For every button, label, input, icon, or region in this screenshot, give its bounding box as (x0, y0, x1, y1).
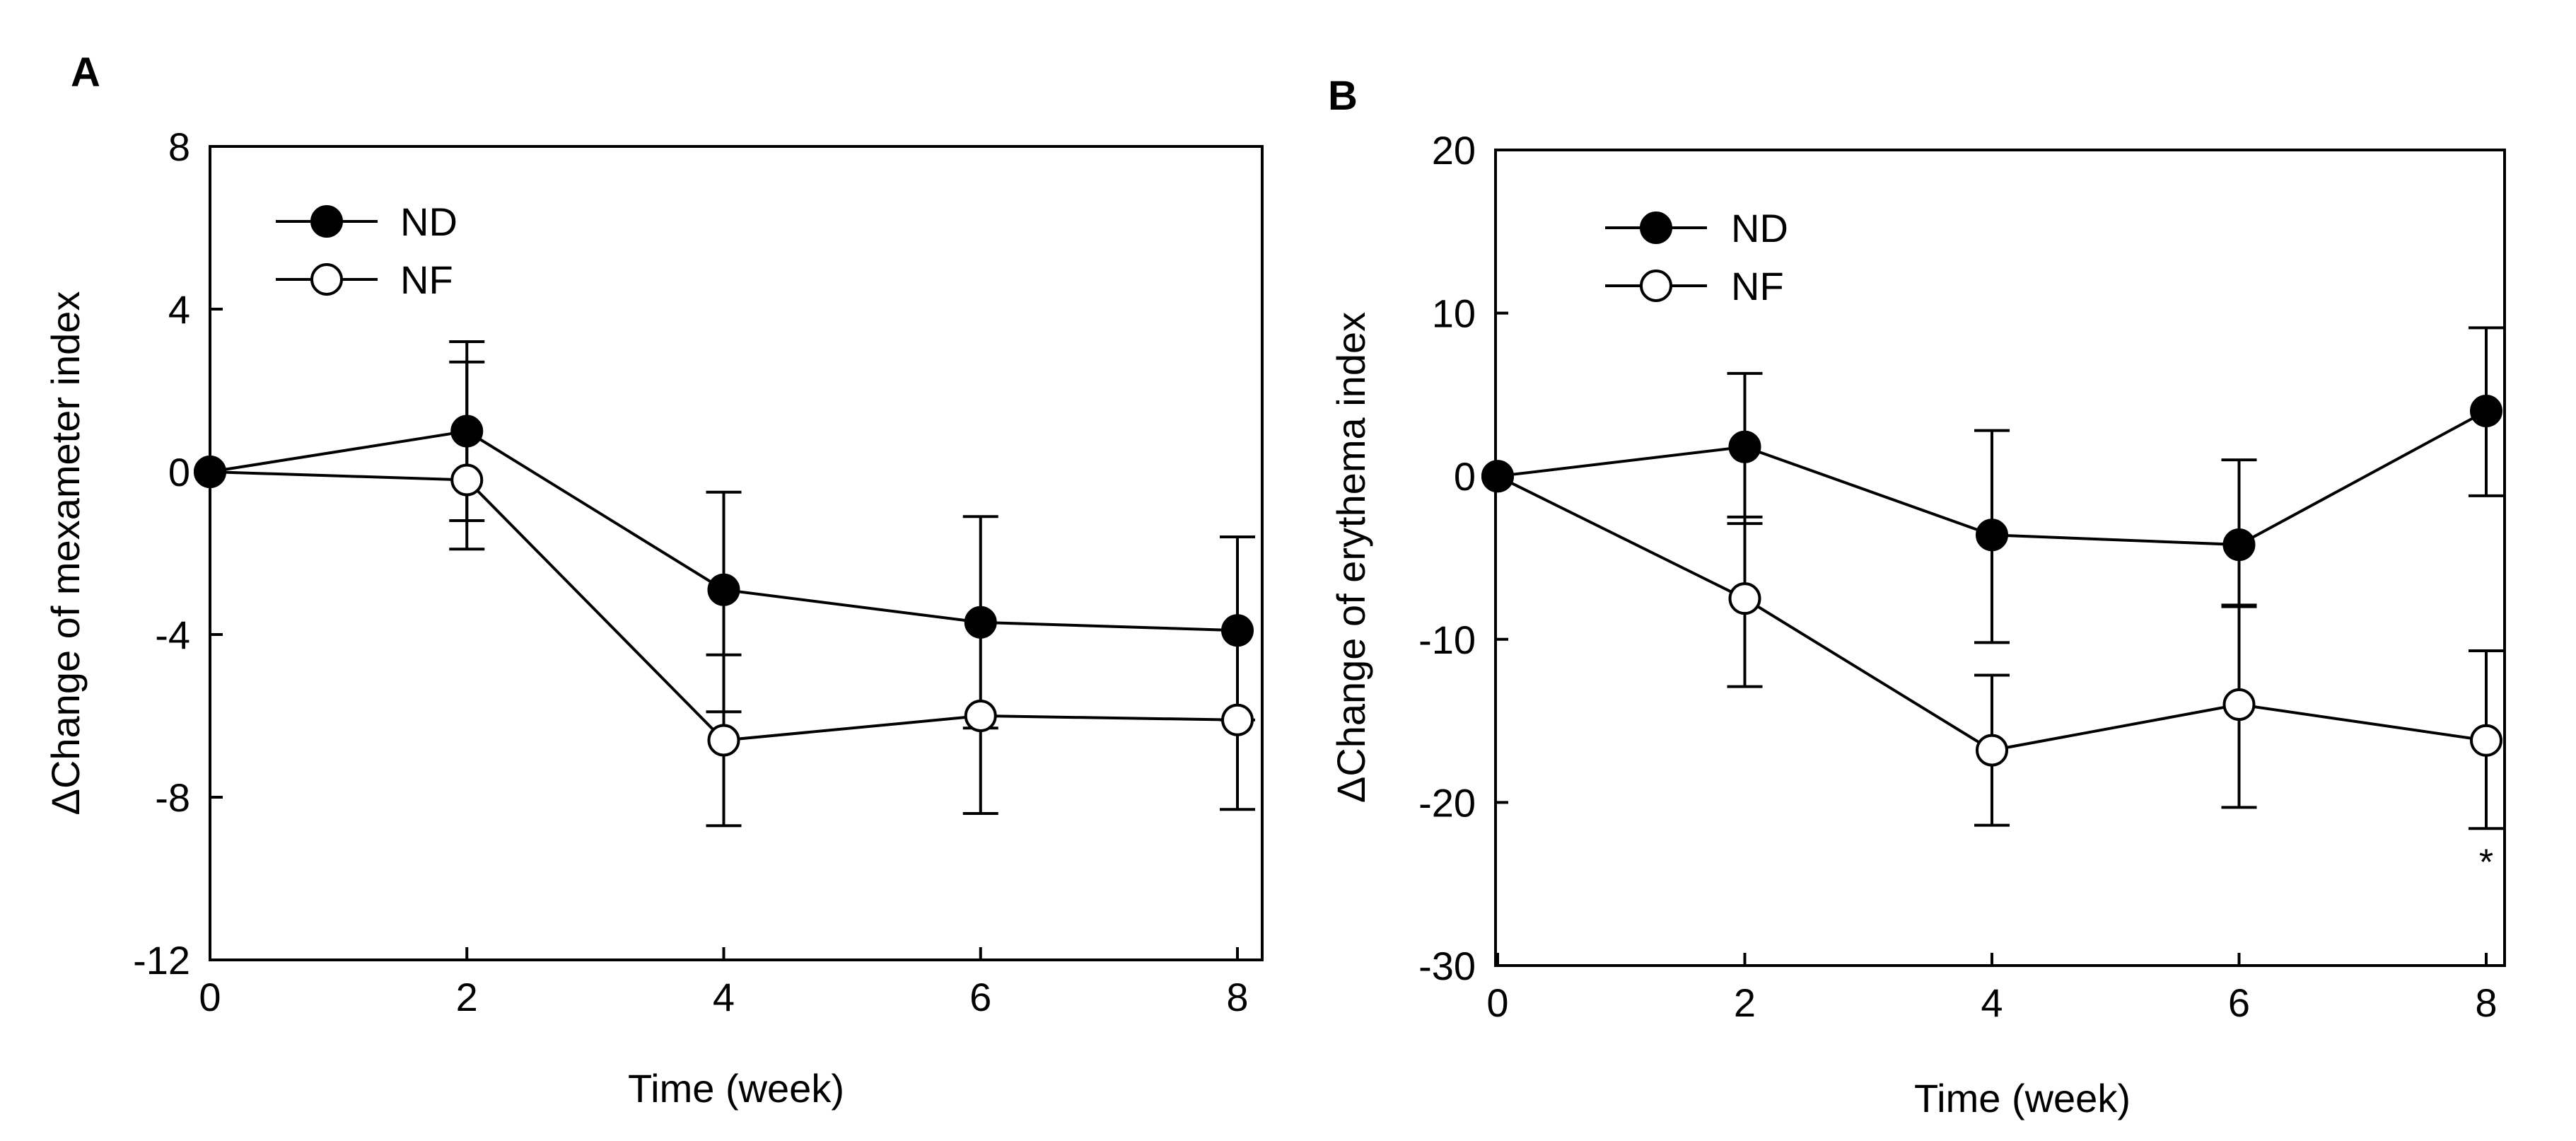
data-point-nf (1976, 734, 2008, 767)
panel-a: A 0 2 4 6 8 8 4 0 -4 -8 -12 Time (week) ΔChange o… (43, 50, 1264, 1111)
y-tick-label: 0 (168, 450, 190, 494)
y-tick-label: 10 (1432, 291, 1476, 336)
y-axis-ticks: 8 4 0 -4 -8 -12 (133, 124, 223, 983)
significance-asterisk: * (2479, 842, 2493, 883)
legend-item-nf: NF (276, 257, 453, 302)
legend-label-nd: ND (1731, 206, 1788, 250)
legend: ND NF (1605, 206, 1788, 308)
legend-label-nd: ND (400, 199, 457, 244)
panel-label: A (71, 50, 100, 95)
x-tick-label: 8 (1226, 975, 1248, 1019)
data-point-nd (964, 606, 997, 639)
data-point-nd (194, 456, 226, 488)
data-point-nf (964, 700, 997, 732)
x-tick-label: 2 (1734, 980, 1756, 1025)
y-tick-label: -4 (155, 613, 190, 657)
y-tick-label: 20 (1432, 128, 1476, 173)
data-point-nf (2470, 724, 2502, 757)
plot-frame (1494, 149, 2506, 967)
x-tick-label: 6 (2228, 980, 2250, 1025)
y-tick-label: -20 (1418, 780, 1476, 825)
y-tick-label: -8 (155, 775, 190, 820)
y-tick-label: 4 (168, 287, 190, 332)
x-axis-ticks: 0 2 4 6 8 (1486, 953, 2498, 1025)
data-point-nd (2470, 394, 2502, 427)
x-tick-label: 0 (199, 975, 221, 1019)
y-tick-label: 0 (1454, 454, 1476, 499)
data-point-nd (1221, 614, 1254, 647)
panel-b: B 0 2 4 6 8 20 10 0 -10 -20 -30 Time (week) ΔChan… (1328, 73, 2506, 1120)
x-tick-label: 2 (456, 975, 478, 1019)
data-point-nd (450, 415, 484, 448)
y-axis-ticks: 20 10 0 -10 -20 -30 (1418, 128, 1508, 988)
data-marks (194, 340, 1255, 828)
legend-marker-nd (1640, 212, 1672, 244)
y-tick-label: -10 (1418, 618, 1476, 662)
data-marks (1481, 326, 2504, 830)
data-point-nf (1221, 703, 1254, 736)
legend-label-nf: NF (1731, 264, 1784, 308)
plot-frame (209, 145, 1264, 961)
x-tick-label: 4 (713, 975, 735, 1019)
x-axis-label: Time (week) (1914, 1076, 2131, 1120)
legend-marker-nd (310, 205, 343, 238)
legend-item-nd: ND (276, 199, 457, 244)
legend-item-nd: ND (1605, 206, 1788, 250)
x-tick-label: 0 (1486, 980, 1508, 1025)
y-tick-label: -12 (133, 938, 190, 983)
panel-label: B (1328, 73, 1358, 119)
y-tick-label: -30 (1418, 944, 1476, 988)
data-point-nd (1481, 460, 1514, 493)
data-point-nd (1976, 519, 2008, 552)
data-point-nd (1728, 430, 1761, 463)
y-axis-label: ΔChange of erythema index (1329, 312, 1373, 803)
legend-marker-nf (310, 263, 343, 296)
legend-label-nf: NF (400, 257, 453, 302)
y-tick-label: 8 (168, 124, 190, 169)
legend-item-nf: NF (1605, 264, 1784, 308)
data-point-nf (2222, 688, 2256, 722)
x-axis-ticks: 0 2 4 6 8 (199, 947, 1249, 1019)
x-axis-label: Time (week) (628, 1066, 844, 1111)
x-tick-label: 4 (1981, 980, 2003, 1025)
annotations: * (2479, 842, 2493, 883)
data-point-nf (450, 463, 484, 497)
legend: ND NF (276, 199, 457, 302)
data-point-nf (1728, 582, 1761, 615)
data-point-nf (707, 724, 740, 757)
y-axis-label: ΔChange of mexameter index (43, 291, 88, 816)
x-tick-label: 6 (969, 975, 991, 1019)
data-point-nd (707, 573, 740, 606)
data-point-nd (2222, 528, 2256, 562)
legend-marker-nf (1640, 270, 1672, 302)
x-tick-label: 8 (2475, 980, 2497, 1025)
